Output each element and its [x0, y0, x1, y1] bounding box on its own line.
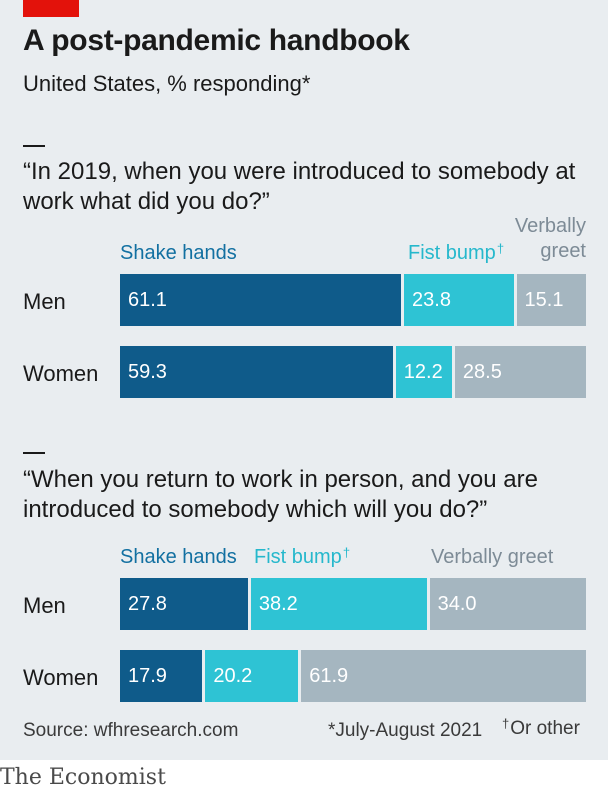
- legend-verbally-greet-2: Verbally greet: [431, 546, 554, 568]
- question-1-rule: [23, 145, 45, 147]
- bar-row-women-2: 17.9 20.2 61.9: [120, 650, 586, 702]
- bar-segment-verbally-greet-men: 15.1: [516, 274, 586, 326]
- bar-row-women-1: 59.3 12.2 28.5: [120, 346, 586, 398]
- bar-row-men-2: 27.8 38.2 34.0: [120, 578, 586, 630]
- footnote-other: †Or other: [502, 716, 580, 739]
- bar-segment-fist-bump-women: 20.2: [205, 650, 299, 702]
- data-label: 28.5: [462, 360, 502, 383]
- bar-segment-shake-hands-men: 61.1: [120, 274, 402, 326]
- bar-segment-shake-hands-women: 17.9: [120, 650, 203, 702]
- question-2: “When you return to work in person, and …: [23, 466, 538, 523]
- bar-segment-verbally-greet-women: 28.5: [454, 346, 586, 398]
- row-label-women-2: Women: [23, 665, 99, 690]
- dagger-mark: †: [342, 545, 351, 560]
- data-label: 61.9: [309, 664, 349, 687]
- bar-segment-shake-hands-men: 27.8: [120, 578, 248, 630]
- bar-segment-verbally-greet-men: 34.0: [429, 578, 586, 630]
- data-label: 59.3: [128, 360, 167, 383]
- legend-shake-hands-1: Shake hands: [120, 242, 237, 264]
- data-label: 61.1: [128, 288, 167, 311]
- dagger-mark: †: [502, 716, 510, 731]
- bar-segment-shake-hands-women: 59.3: [120, 346, 393, 398]
- legend-fist-bump-1: Fist bump†: [408, 241, 505, 264]
- row-label-women-1: Women: [23, 361, 99, 386]
- data-label: 12.2: [403, 360, 443, 383]
- data-label: 23.8: [412, 288, 451, 311]
- source-note: Source: wfhresearch.com: [23, 720, 239, 741]
- data-label: 34.0: [437, 592, 477, 615]
- chart-subtitle: United States, % responding*: [23, 71, 311, 96]
- chart-title: A post-pandemic handbook: [23, 24, 410, 57]
- bar-segment-fist-bump-women: 12.2: [395, 346, 452, 398]
- row-label-men-1: Men: [23, 289, 66, 314]
- data-label: 15.1: [524, 288, 564, 311]
- dagger-mark: †: [496, 241, 505, 256]
- bar-segment-verbally-greet-women: 61.9: [301, 650, 586, 702]
- data-label: 17.9: [128, 664, 167, 687]
- economist-logo-text: The Economist: [0, 765, 166, 790]
- bar-segment-fist-bump-men: 23.8: [404, 274, 514, 326]
- bar-row-men-1: 61.1 23.8 15.1: [120, 274, 586, 326]
- question-1: “In 2019, when you were introduced to so…: [23, 158, 576, 215]
- footnote-date: *July-August 2021: [328, 720, 483, 741]
- data-label: 27.8: [128, 592, 167, 615]
- data-label: 38.2: [258, 592, 298, 615]
- chart-panel: A post-pandemic handbook United States, …: [0, 0, 608, 760]
- row-label-men-2: Men: [23, 593, 66, 618]
- legend-shake-hands-2: Shake hands: [120, 546, 237, 568]
- legend-fist-bump-2: Fist bump†: [254, 545, 351, 568]
- question-2-rule: [23, 452, 45, 454]
- economist-red-tag: [23, 0, 79, 17]
- data-label: 20.2: [213, 664, 253, 687]
- bar-segment-fist-bump-men: 38.2: [250, 578, 427, 630]
- legend-verbally-greet-1: Verbally greet: [514, 215, 586, 262]
